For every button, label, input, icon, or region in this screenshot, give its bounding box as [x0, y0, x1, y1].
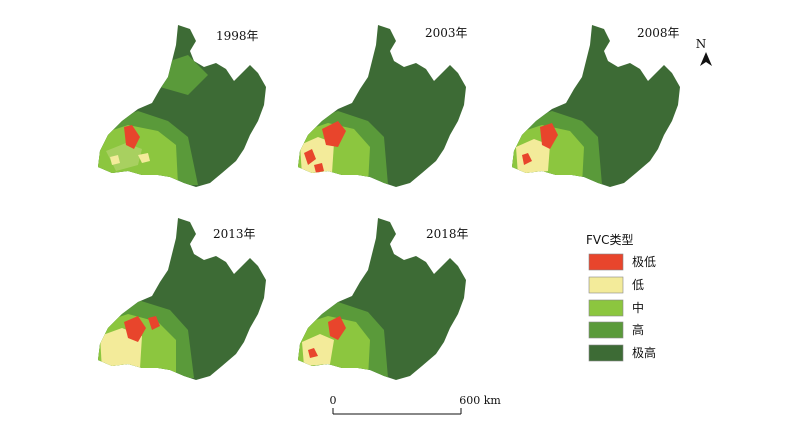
year-label-2008: 2008年 [637, 26, 680, 40]
legend-swatch-high [588, 321, 624, 339]
map-panel-2018 [298, 218, 466, 380]
north-arrow-icon [700, 52, 712, 66]
legend-label-extremely-high: 极高 [632, 345, 656, 360]
year-label-2018: 2018年 [426, 227, 469, 241]
legend-swatch-low [588, 276, 624, 294]
map-panel-2008 [512, 25, 680, 187]
legend: FVC类型 极低 低 中 高 极高 [586, 233, 656, 362]
legend-swatch-extremely-high [588, 344, 624, 362]
year-label-1998: 1998年 [216, 29, 259, 43]
north-label: N [696, 37, 707, 51]
scale-bar: 0 600 km [330, 394, 501, 415]
legend-label-medium: 中 [632, 300, 644, 315]
legend-swatch-extremely-low [588, 253, 624, 271]
legend-label-extremely-low: 极低 [632, 255, 656, 269]
year-label-2013: 2013年 [213, 227, 256, 241]
legend-swatch-medium [588, 299, 624, 317]
year-label-2003: 2003年 [425, 26, 468, 40]
scale-end-label: 600 km [459, 394, 501, 407]
map-panel-2003 [298, 25, 466, 187]
legend-title: FVC类型 [586, 233, 634, 247]
map-panel-2013 [98, 218, 266, 380]
legend-label-high: 高 [632, 322, 644, 337]
scale-start-label: 0 [330, 394, 337, 407]
legend-label-low: 低 [632, 278, 644, 292]
map-panel-1998 [98, 25, 266, 187]
north-arrow: N [696, 37, 712, 66]
